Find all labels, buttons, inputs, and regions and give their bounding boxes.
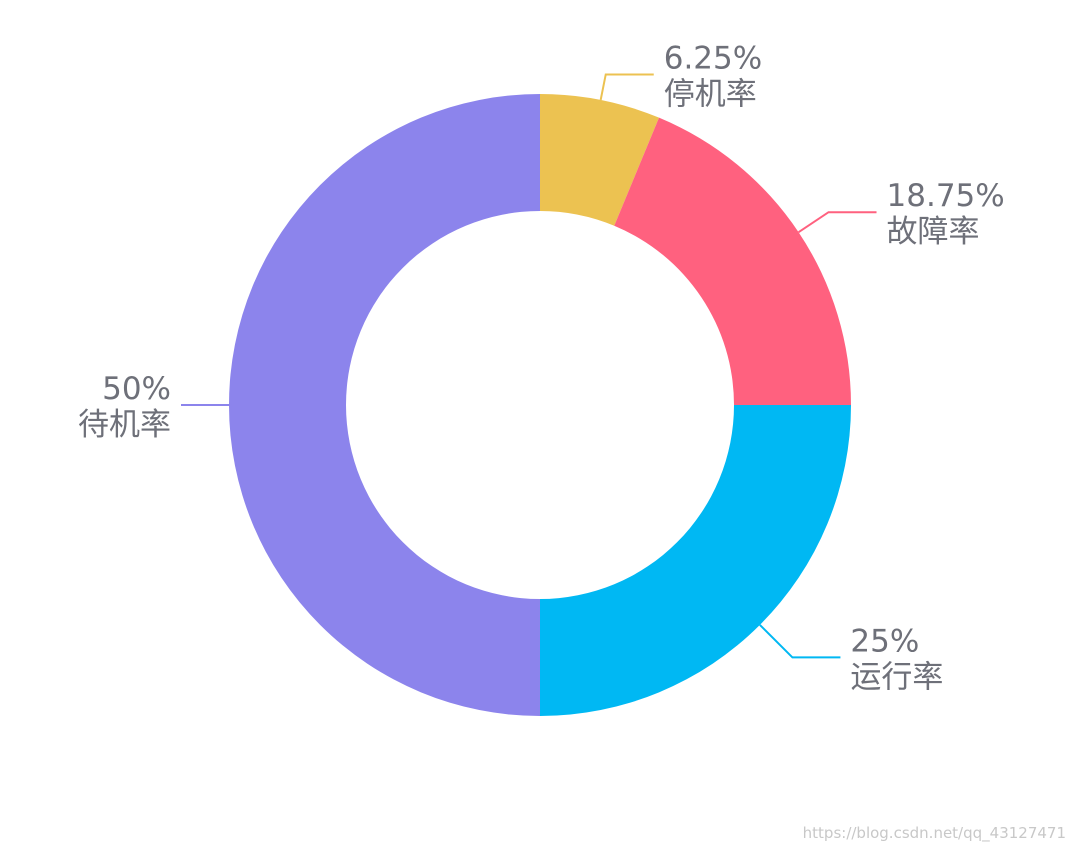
pie-slice-3[interactable]	[540, 405, 851, 716]
leader-line-2	[798, 211, 877, 234]
slice-percent-label: 25%	[850, 623, 919, 659]
labels-layer: 6.25%停机率 18.75%故障率 25%运行率 50%待机率	[78, 40, 1005, 695]
slice-percent-label: 50%	[102, 371, 171, 407]
watermark-text: https://blog.csdn.net/qq_43127471	[802, 824, 1066, 842]
pie-slice-4[interactable]	[229, 94, 540, 716]
leader-line-3	[759, 624, 841, 659]
slice-name-label: 运行率	[850, 659, 943, 695]
slice-percent-label: 18.75%	[887, 178, 1005, 214]
slice-label-1: 6.25%停机率	[664, 40, 762, 112]
slice-percent-label: 6.25%	[664, 40, 762, 76]
slice-name-label: 停机率	[664, 76, 757, 112]
pie-slice-2[interactable]	[614, 117, 851, 405]
slice-name-label: 故障率	[887, 214, 980, 250]
slice-name-label: 待机率	[78, 407, 171, 443]
leader-line-1	[599, 73, 654, 101]
slice-label-3: 25%运行率	[850, 623, 943, 695]
slice-label-2: 18.75%故障率	[887, 178, 1005, 250]
slices-layer	[229, 94, 851, 716]
slice-label-4: 50%待机率	[78, 371, 171, 443]
pie-slice-1[interactable]	[540, 94, 660, 226]
